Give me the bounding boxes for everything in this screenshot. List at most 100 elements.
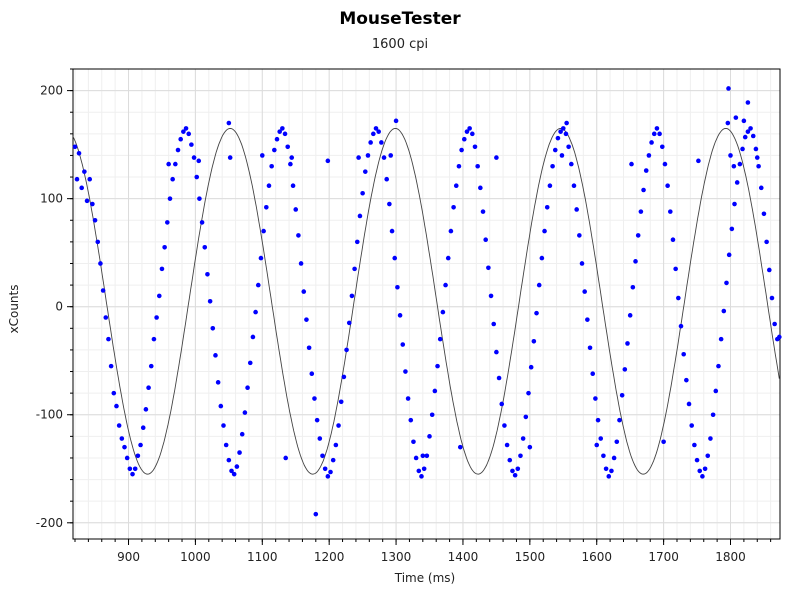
data-point: [274, 136, 280, 142]
data-point: [349, 293, 355, 299]
data-point: [175, 147, 181, 153]
data-point: [758, 185, 764, 191]
data-point: [488, 293, 494, 299]
data-point: [515, 466, 521, 472]
data-point: [183, 126, 189, 131]
data-point: [531, 338, 537, 344]
data-point: [445, 255, 451, 261]
data-point: [259, 153, 265, 158]
data-point: [748, 126, 753, 131]
data-point: [558, 129, 563, 134]
data-point: [443, 282, 448, 288]
data-point: [98, 261, 103, 266]
data-point: [467, 126, 472, 131]
data-point: [352, 266, 357, 272]
data-point: [566, 144, 571, 150]
data-point: [437, 336, 443, 342]
data-point: [408, 417, 414, 423]
data-point: [453, 183, 459, 188]
data-point: [737, 161, 743, 167]
data-point: [376, 129, 381, 134]
data-point: [119, 436, 125, 441]
data-point: [559, 153, 565, 158]
data-point: [205, 271, 210, 277]
data-point: [191, 155, 197, 160]
data-point: [416, 468, 422, 474]
data-point: [221, 423, 226, 428]
data-point: [288, 161, 293, 167]
data-point: [197, 196, 202, 201]
data-point: [298, 261, 304, 266]
data-point: [555, 135, 561, 141]
data-point: [309, 371, 315, 376]
data-point: [523, 414, 529, 420]
data-point: [769, 295, 775, 301]
data-point: [595, 417, 601, 423]
data-point: [606, 474, 612, 479]
data-point: [373, 126, 379, 131]
data-point: [593, 396, 598, 401]
data-point: [534, 310, 539, 316]
x-tick-label: 1700: [648, 550, 679, 564]
data-point: [630, 284, 636, 290]
data-point: [512, 472, 518, 478]
data-point: [166, 161, 171, 167]
data-point: [253, 309, 258, 315]
data-point: [403, 369, 408, 374]
x-tick-label: 1500: [515, 550, 546, 564]
data-point: [226, 457, 232, 463]
data-point: [617, 417, 622, 423]
data-point: [563, 131, 569, 137]
data-point: [654, 126, 660, 131]
data-point: [427, 434, 432, 439]
data-point: [266, 183, 272, 188]
data-point: [507, 457, 513, 463]
data-point: [560, 126, 566, 131]
data-point: [156, 293, 162, 299]
data-point: [708, 436, 713, 441]
data-point: [734, 180, 740, 185]
data-point: [411, 439, 416, 445]
plot-frame: [72, 68, 781, 540]
data-point: [277, 129, 282, 134]
data-point: [764, 239, 769, 245]
data-point: [280, 126, 285, 131]
data-point: [306, 345, 312, 351]
data-point: [544, 204, 550, 210]
data-point: [661, 439, 666, 445]
data-point: [392, 255, 398, 261]
data-point: [79, 185, 84, 191]
data-point: [726, 252, 732, 258]
data-point: [435, 363, 440, 369]
data-point: [657, 131, 662, 137]
data-point: [542, 228, 547, 234]
data-point: [459, 147, 464, 153]
data-point: [676, 295, 681, 301]
data-point: [379, 140, 384, 145]
data-point: [173, 161, 178, 167]
data-point: [564, 120, 569, 126]
data-point: [692, 442, 697, 448]
data-point: [317, 436, 323, 441]
data-point: [731, 163, 737, 169]
data-point: [74, 176, 80, 182]
data-point: [282, 131, 288, 137]
data-point: [258, 255, 264, 261]
data-point: [354, 239, 360, 245]
data-point: [95, 239, 101, 245]
data-point: [151, 336, 157, 342]
data-point: [365, 153, 371, 158]
data-point: [289, 155, 295, 160]
y-tick-label: -100: [36, 408, 63, 422]
data-point: [603, 466, 609, 472]
data-point: [132, 466, 138, 472]
data-point: [461, 136, 467, 142]
data-point: [226, 120, 232, 126]
data-point: [742, 134, 748, 140]
data-point: [649, 140, 654, 145]
data-point: [90, 201, 95, 207]
data-point: [643, 168, 649, 173]
data-point: [483, 237, 488, 243]
data-point: [344, 347, 349, 353]
y-tick-label: 200: [40, 84, 63, 98]
